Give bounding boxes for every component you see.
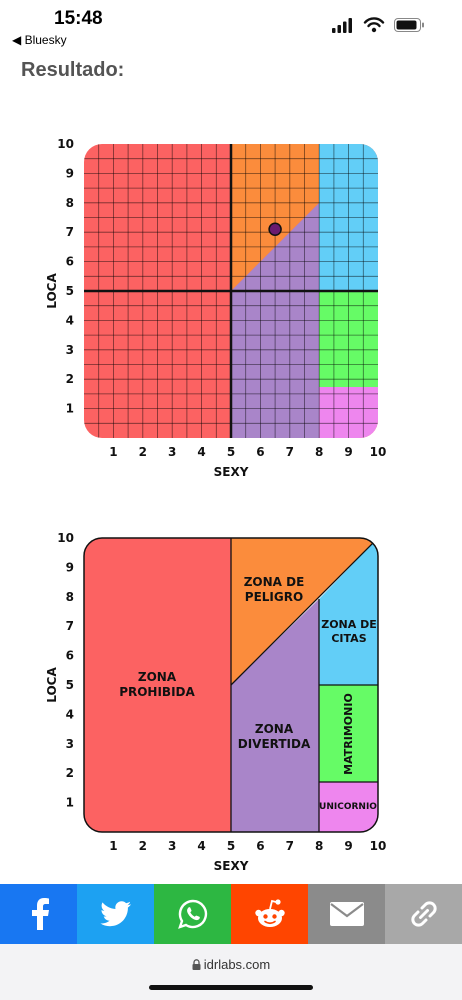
battery-icon [394, 18, 424, 32]
y-axis-label: LOCA [45, 667, 59, 703]
result-chart: 1 1 2 2 3 3 4 4 5 5 6 6 7 7 8 8 9 9 10 10 SEXY LOCA [0, 130, 462, 490]
y-tick-label: 9 [66, 166, 74, 180]
page-title: Resultado: [21, 59, 125, 81]
lock-icon [192, 959, 201, 970]
y-tick-label: 3 [66, 343, 74, 357]
share-reddit-button[interactable] [231, 884, 308, 944]
y-axis-label: LOCA [45, 273, 59, 309]
y-tick-label: 9 [66, 560, 74, 574]
y-tick-label: 5 [66, 678, 74, 692]
zones-chart-svg: 1 1 2 2 3 3 4 4 5 5 6 6 7 7 8 8 9 9 10 10 ZONA PROHIBIDA ZO… [45, 531, 387, 873]
x-axis-label: SEXY [214, 859, 249, 873]
y-tick-label: 2 [66, 766, 74, 780]
share-twitter-button[interactable] [77, 884, 154, 944]
y-tick-label: 8 [66, 590, 74, 604]
cellular-signal-icon [332, 18, 352, 33]
share-link-button[interactable] [385, 884, 462, 944]
wifi-icon [363, 17, 385, 33]
x-tick-label: 1 [109, 445, 117, 459]
x-tick-label: 9 [344, 839, 352, 853]
twitter-icon [99, 901, 131, 927]
url-domain: idrlabs.com [203, 957, 271, 972]
home-indicator [149, 985, 313, 990]
y-tick-label: 8 [66, 196, 74, 210]
y-tick-label: 3 [66, 737, 74, 751]
whatsapp-icon [177, 899, 207, 929]
x-tick-label: 2 [139, 839, 147, 853]
x-tick-label: 5 [227, 839, 235, 853]
x-tick-label: 8 [315, 445, 323, 459]
zona-unicornio-label: UNICORNIO [319, 802, 377, 812]
status-time: 15:48 [54, 8, 103, 29]
zona-prohibida [84, 538, 231, 832]
x-axis-label: SEXY [214, 465, 249, 479]
reddit-icon [254, 899, 285, 927]
y-tick-label: 6 [66, 649, 74, 663]
x-tick-label: 6 [256, 445, 264, 459]
x-tick-label: 4 [197, 445, 205, 459]
x-tick-label: 10 [370, 445, 387, 459]
zone-areas [84, 538, 378, 832]
zona-matrimonio [319, 685, 378, 782]
x-tick-label: 9 [344, 445, 352, 459]
status-icons [332, 17, 424, 33]
x-tick-label: 6 [256, 839, 264, 853]
x-tick-label: 8 [315, 839, 323, 853]
zones-chart: 1 1 2 2 3 3 4 4 5 5 6 6 7 7 8 8 9 9 10 10 ZONA PROHIBIDA ZO… [0, 524, 462, 884]
status-bar: 15:48 ◀ Bluesky [0, 0, 462, 52]
result-chart-svg: 1 1 2 2 3 3 4 4 5 5 6 6 7 7 8 8 9 9 10 10 SEXY LOCA [45, 137, 387, 479]
zona-prohibida-label-2: PROHIBIDA [119, 685, 195, 699]
zona-citas-label-1: ZONA DE [321, 618, 377, 631]
facebook-icon [31, 898, 49, 930]
y-tick-label: 10 [57, 137, 74, 151]
y-tick-label: 4 [66, 313, 74, 327]
x-tick-label: 5 [227, 445, 235, 459]
x-tick-label: 7 [286, 445, 294, 459]
envelope-icon [329, 902, 364, 926]
y-tick-label: 10 [57, 531, 74, 545]
zona-matrimonio-label: MATRIMONIO [342, 693, 355, 775]
y-tick-label: 6 [66, 255, 74, 269]
zona-divertida [231, 599, 319, 832]
zona-prohibida-label-1: ZONA [138, 670, 177, 684]
link-icon [410, 901, 437, 927]
x-tick-label: 3 [168, 445, 176, 459]
zona-divertida-label-2: DIVERTIDA [238, 737, 311, 751]
zona-unicornio [319, 782, 378, 832]
share-email-button[interactable] [308, 884, 385, 944]
x-tick-label: 2 [139, 445, 147, 459]
y-tick-label: 5 [66, 284, 74, 298]
x-tick-label: 10 [370, 839, 387, 853]
y-tick-label: 7 [66, 225, 74, 239]
y-tick-label: 1 [66, 402, 74, 416]
zona-citas [319, 538, 378, 685]
zona-peligro-label-1: ZONA DE [244, 575, 305, 589]
x-tick-label: 3 [168, 839, 176, 853]
back-to-app-link[interactable]: ◀ Bluesky [12, 33, 67, 47]
chart-border [83, 537, 379, 833]
y-tick-label: 1 [66, 796, 74, 810]
x-tick-label: 4 [197, 839, 205, 853]
zona-peligro-label-2: PELIGRO [245, 590, 303, 604]
x-tick-label: 1 [109, 839, 117, 853]
y-tick-label: 4 [66, 707, 74, 721]
y-tick-label: 2 [66, 372, 74, 386]
zona-citas-label-2: CITAS [331, 632, 366, 645]
y-tick-label: 7 [66, 619, 74, 633]
zona-divertida-label-1: ZONA [255, 722, 294, 736]
result-point [268, 222, 282, 237]
grid-lines [84, 144, 378, 438]
browser-url-bar[interactable]: idrlabs.com [0, 944, 462, 1000]
url-display[interactable]: idrlabs.com [0, 957, 462, 972]
share-whatsapp-button[interactable] [154, 884, 231, 944]
share-facebook-button[interactable] [0, 884, 77, 944]
x-tick-label: 7 [286, 839, 294, 853]
share-bar [0, 884, 462, 944]
